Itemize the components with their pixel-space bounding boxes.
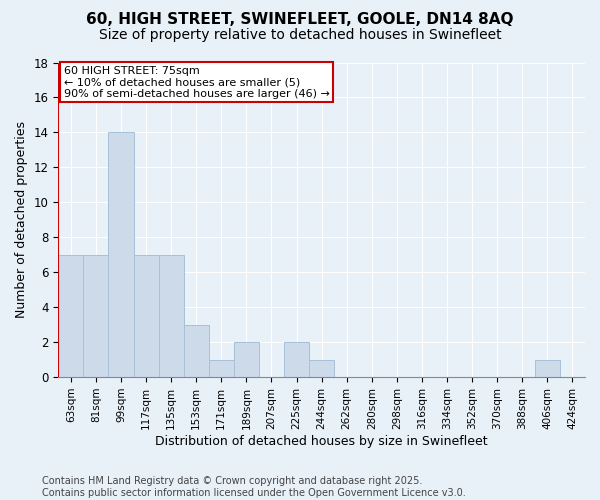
Text: 60, HIGH STREET, SWINEFLEET, GOOLE, DN14 8AQ: 60, HIGH STREET, SWINEFLEET, GOOLE, DN14… [86,12,514,28]
Bar [158,255,184,377]
Text: 60 HIGH STREET: 75sqm
← 10% of detached houses are smaller (5)
90% of semi-detac: 60 HIGH STREET: 75sqm ← 10% of detached … [64,66,329,99]
Y-axis label: Number of detached properties: Number of detached properties [15,122,28,318]
Bar [58,255,83,377]
Bar [535,360,560,377]
Bar [284,342,309,377]
Bar [309,360,334,377]
X-axis label: Distribution of detached houses by size in Swinefleet: Distribution of detached houses by size … [155,434,488,448]
Text: Size of property relative to detached houses in Swinefleet: Size of property relative to detached ho… [98,28,502,42]
Bar [83,255,109,377]
Bar [234,342,259,377]
Text: Contains HM Land Registry data © Crown copyright and database right 2025.
Contai: Contains HM Land Registry data © Crown c… [42,476,466,498]
Bar [184,324,209,377]
Bar [209,360,234,377]
Bar [134,255,158,377]
Bar [109,132,134,377]
